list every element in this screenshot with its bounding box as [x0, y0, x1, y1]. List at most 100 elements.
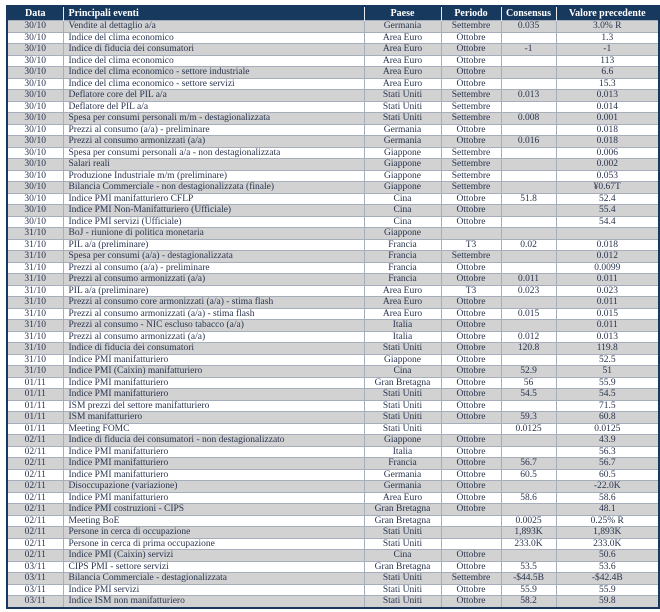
- cell-consensus: [500, 480, 557, 493]
- cell-consensus: 56: [500, 376, 557, 389]
- cell-country: Stati Uniti: [363, 537, 442, 550]
- table-row: 02/11 Indice PMI manifatturiero Area Euro O…: [6, 491, 660, 504]
- cell-event: Prezzi al consumo armonizzati (a/a): [62, 273, 365, 286]
- table-row: 02/11 Indice PMI manifatturiero Italia Otto…: [6, 445, 660, 458]
- table-row: 01/11 ISM prezzi del settore manifatturie…: [6, 399, 660, 412]
- cell-previous: 0.001: [555, 112, 660, 125]
- cell-consensus: 0.011: [500, 273, 557, 286]
- cell-country: Francia: [363, 238, 442, 251]
- cell-consensus: [500, 123, 557, 136]
- cell-previous: 0.0099: [555, 261, 660, 274]
- cell-date: 01/11: [6, 411, 64, 424]
- cell-event: CIPS PMI - settore servizi: [62, 560, 365, 573]
- cell-previous: -$42.4B: [555, 572, 660, 585]
- cell-consensus: 0.012: [500, 330, 557, 343]
- table-row: 30/10 Produzione Industriale m/m (prelimi…: [6, 169, 660, 182]
- cell-event: Indice PMI manifatturiero: [62, 468, 365, 481]
- cell-previous: 0.013: [555, 330, 660, 343]
- cell-date: 31/10: [6, 319, 64, 332]
- cell-consensus: [500, 146, 557, 159]
- cell-previous: 0.014: [555, 100, 660, 113]
- cell-period: Ottobre: [440, 123, 502, 136]
- cell-consensus: [500, 227, 557, 240]
- cell-consensus: 58.2: [500, 595, 557, 608]
- cell-event: Disoccupazione (variazione): [62, 480, 365, 493]
- cell-country: Area Euro: [363, 43, 442, 56]
- cell-previous: 56.7: [555, 457, 660, 470]
- cell-period: Ottobre: [440, 353, 502, 366]
- cell-country: Francia: [363, 261, 442, 274]
- cell-country: Stati Uniti: [363, 526, 442, 539]
- cell-consensus: 60.5: [500, 468, 557, 481]
- cell-period: [440, 526, 502, 539]
- cell-consensus: 120.8: [500, 342, 557, 355]
- cell-event: Indice PMI manifatturiero: [62, 491, 365, 504]
- cell-consensus: [500, 353, 557, 366]
- cell-period: Ottobre: [440, 549, 502, 562]
- cell-date: 30/10: [6, 146, 64, 159]
- cell-previous: 55.4: [555, 204, 660, 217]
- table-row: 02/11 Indice PMI manifatturiero Germania Ot…: [6, 468, 660, 481]
- cell-previous: 0.011: [555, 273, 660, 286]
- table-row: 30/10 Indice di fiducia dei consumatori Ar…: [6, 43, 660, 56]
- cell-date: 01/11: [6, 399, 64, 412]
- cell-date: 03/11: [6, 595, 64, 608]
- table-row: 30/10 Indice del clima economico Area Euro…: [6, 54, 660, 67]
- cell-event: Indice PMI Non-Manifatturiero (Ufficiale…: [62, 204, 365, 217]
- cell-consensus: 233.0K: [500, 537, 557, 550]
- cell-country: Gran Bretagna: [363, 503, 442, 516]
- cell-consensus: [500, 204, 557, 217]
- cell-date: 31/10: [6, 250, 64, 263]
- cell-period: Settembre: [440, 181, 502, 194]
- cell-date: 01/11: [6, 376, 64, 389]
- cell-previous: 58.6: [555, 491, 660, 504]
- cell-previous: 51: [555, 365, 660, 378]
- table-row: 30/10 Vendite al dettaglio a/a Germania Set…: [6, 20, 660, 33]
- cell-period: Settembre: [440, 89, 502, 102]
- cell-consensus: 54.5: [500, 388, 557, 401]
- cell-event: Indice PMI costruzioni - CIPS: [62, 503, 365, 516]
- cell-previous: 71.5: [555, 399, 660, 412]
- cell-consensus: [500, 250, 557, 263]
- table-row: 03/11 Indice PMI servizi Stati Uniti Ottobr…: [6, 583, 660, 596]
- table-row: 30/10 Spesa per consumi personali m/m - d…: [6, 112, 660, 125]
- cell-period: Ottobre: [440, 204, 502, 217]
- cell-period: Ottobre: [440, 457, 502, 470]
- cell-event: ISM manifatturiero: [62, 411, 365, 424]
- cell-period: Ottobre: [440, 480, 502, 493]
- cell-country: Giappone: [363, 353, 442, 366]
- cell-previous: 0.018: [555, 135, 660, 148]
- cell-previous: 56.3: [555, 445, 660, 458]
- table-row: 31/10 Indice di fiducia dei consumatori St…: [6, 342, 660, 355]
- cell-country: Stati Uniti: [363, 89, 442, 102]
- cell-country: Stati Uniti: [363, 422, 442, 435]
- table-row: 30/10 Prezzi al consumo (a/a) - prelimina…: [6, 123, 660, 136]
- table-row: 30/10 Prezzi al consumo armonizzati (a/a)…: [6, 135, 660, 148]
- cell-country: Gran Bretagna: [363, 560, 442, 573]
- cell-consensus: [500, 100, 557, 113]
- cell-previous: 0.011: [555, 296, 660, 309]
- cell-event: Prezzi al consumo (a/a) - preliminare: [62, 261, 365, 274]
- cell-event: Produzione Industriale m/m (preliminare): [62, 169, 365, 182]
- cell-previous: 0.25% R: [555, 514, 660, 527]
- cell-date: 30/10: [6, 89, 64, 102]
- cell-date: 30/10: [6, 77, 64, 90]
- cell-period: Ottobre: [440, 503, 502, 516]
- table-row: 01/11 Indice PMI manifatturiero Gran Breta…: [6, 376, 660, 389]
- cell-consensus: 58.6: [500, 491, 557, 504]
- cell-date: 02/11: [6, 491, 64, 504]
- cell-consensus: 1,893K: [500, 526, 557, 539]
- table-row: 01/11 Indice PMI manifatturiero Stati Unit…: [6, 388, 660, 401]
- table-row: 31/10 PIL a/a (preliminare) Area Euro T3 0.0…: [6, 284, 660, 297]
- cell-date: 02/11: [6, 514, 64, 527]
- cell-country: Area Euro: [363, 77, 442, 90]
- cell-period: [440, 537, 502, 550]
- cell-previous: 55.9: [555, 583, 660, 596]
- cell-date: 02/11: [6, 503, 64, 516]
- column-header-event: Principali eventi: [62, 6, 364, 21]
- cell-event: PIL a/a (preliminare): [62, 284, 365, 297]
- cell-event: Prezzi al consumo armonizzati (a/a): [62, 330, 365, 343]
- cell-country: Area Euro: [363, 66, 442, 79]
- table-row: 30/10 Indice PMI manifatturiero CFLP Cina O…: [6, 192, 660, 205]
- cell-period: Ottobre: [440, 307, 502, 320]
